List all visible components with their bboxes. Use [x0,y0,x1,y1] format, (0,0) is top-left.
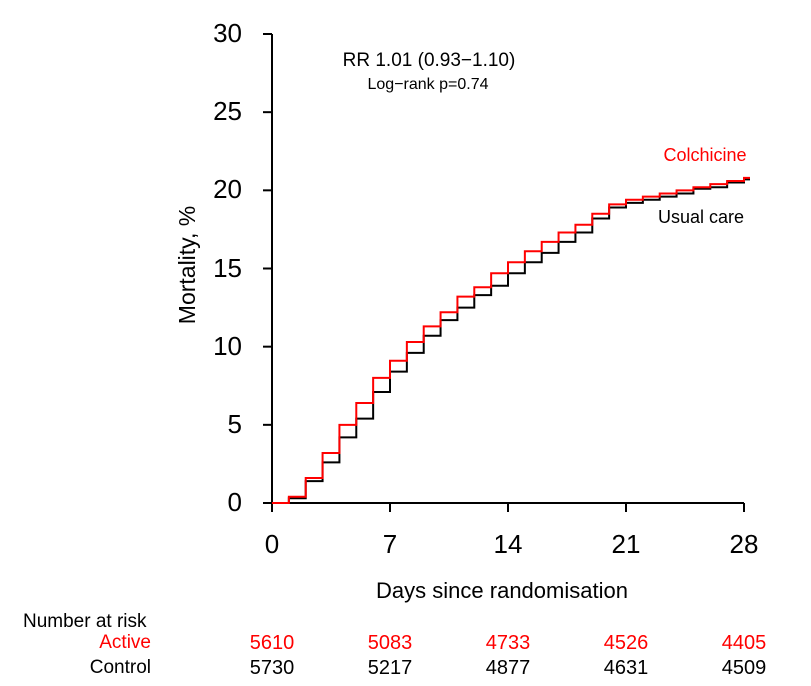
risk-count: 4877 [485,657,531,679]
colchicine-curve-label: Colchicine [663,145,747,165]
risk-count: 5083 [367,632,413,654]
y-tick-label: 20 [213,174,242,204]
y-tick-label: 15 [213,253,242,283]
usual-care-curve-label: Usual care [657,207,745,227]
curve-colchicine [272,176,750,504]
number-at-risk-header: Number at risk [23,611,147,632]
y-axis-title: Mortality, % [174,205,200,325]
y-tick-label: 0 [227,487,242,517]
x-tick-label: 0 [264,529,280,559]
risk-row-label-active: Active [99,632,151,653]
x-tick-label: 28 [729,529,759,559]
x-tick-label: 21 [611,529,641,559]
risk-count: 4509 [721,657,767,679]
risk-count: 5217 [367,657,413,679]
x-axis-title: Days since randomisation [376,578,628,603]
x-tick-label: 14 [493,529,523,559]
curve-usual-care [272,178,750,504]
risk-count: 4631 [603,657,649,679]
y-tick-label: 25 [213,96,242,126]
risk-ratio-annotation: RR 1.01 (0.93−1.10) [342,50,516,71]
risk-count: 4405 [721,632,767,654]
y-tick-label: 30 [213,18,242,48]
risk-count: 4733 [485,632,531,654]
risk-row-label-control: Control [89,657,151,678]
risk-count: 5610 [249,632,295,654]
logrank-annotation: Log−rank p=0.74 [367,76,489,93]
x-tick-label: 7 [382,529,398,559]
risk-count: 4526 [603,632,649,654]
y-tick-label: 5 [227,409,242,439]
risk-count: 5730 [249,657,295,679]
y-tick-label: 10 [213,331,242,361]
